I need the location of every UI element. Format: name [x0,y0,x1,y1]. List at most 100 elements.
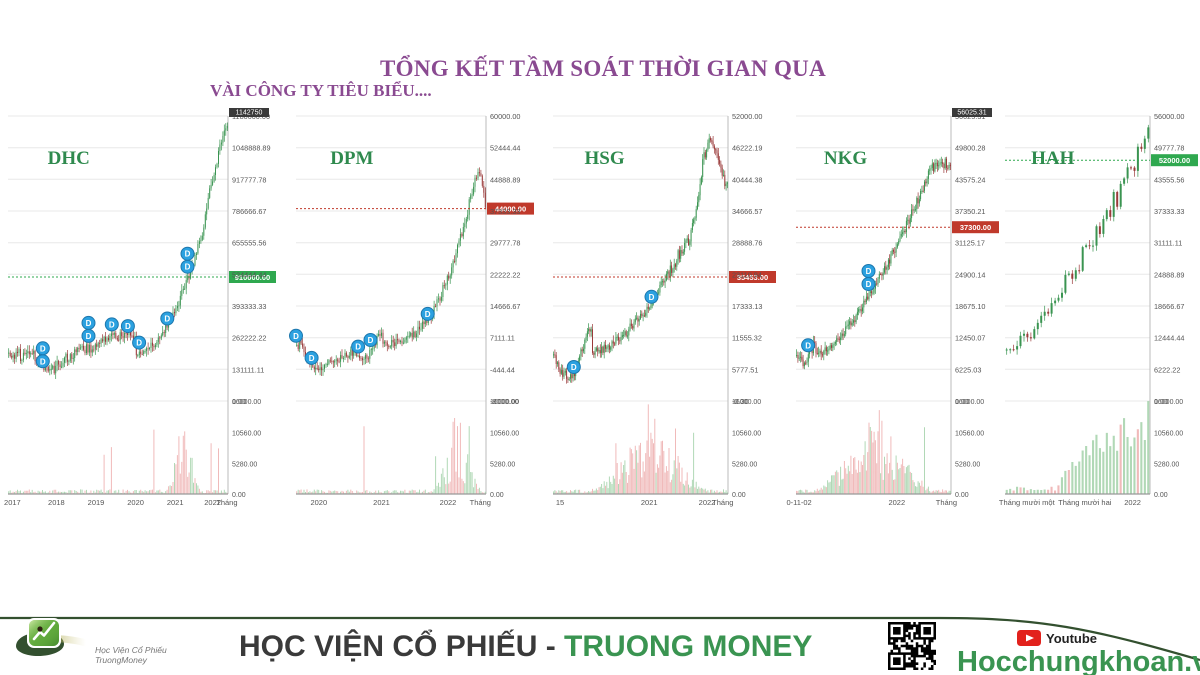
svg-text:5777.51: 5777.51 [732,365,758,374]
svg-text:10560.00: 10560.00 [732,431,761,438]
svg-text:2020: 2020 [127,498,144,507]
svg-text:2021: 2021 [641,498,658,507]
svg-text:2017: 2017 [4,498,21,507]
svg-text:Tháng: Tháng [470,498,491,507]
svg-text:6225.03: 6225.03 [955,365,981,374]
svg-text:D: D [164,315,170,324]
svg-text:5280.00: 5280.00 [490,461,515,468]
svg-text:D: D [805,341,811,350]
svg-text:37333.33: 37333.33 [1154,207,1184,216]
svg-text:D: D [571,363,577,372]
svg-text:HSG: HSG [585,148,625,169]
svg-text:2022: 2022 [1124,498,1141,507]
svg-text:262222.22: 262222.22 [232,334,267,343]
svg-text:16000.00: 16000.00 [232,399,261,406]
svg-text:D: D [293,332,299,341]
svg-text:5280.00: 5280.00 [732,461,757,468]
svg-text:2022: 2022 [888,498,905,507]
svg-text:D: D [309,354,315,363]
svg-text:46222.19: 46222.19 [732,144,762,153]
svg-text:29777.78: 29777.78 [490,239,520,248]
svg-text:16000.00: 16000.00 [955,399,984,406]
svg-text:10560.00: 10560.00 [955,431,984,438]
svg-text:5280.00: 5280.00 [1154,461,1179,468]
svg-text:49800.28: 49800.28 [955,144,985,153]
svg-text:524444.44: 524444.44 [232,270,267,279]
svg-text:5280.00: 5280.00 [955,461,980,468]
svg-text:7111.11: 7111.11 [490,334,515,343]
svg-text:D: D [425,310,431,319]
svg-text:12450.07: 12450.07 [955,334,985,343]
svg-text:34666.57: 34666.57 [732,207,762,216]
svg-text:56025.31: 56025.31 [957,110,986,117]
svg-text:0-11-02: 0-11-02 [786,498,811,507]
svg-text:16000.00: 16000.00 [490,399,519,406]
svg-text:2018: 2018 [48,498,65,507]
svg-text:D: D [125,322,131,331]
svg-text:0.00: 0.00 [490,492,504,499]
svg-text:786666.67: 786666.67 [232,207,267,216]
svg-text:18675.10: 18675.10 [955,302,985,311]
svg-text:131111.11: 131111.11 [232,365,264,374]
svg-text:D: D [866,280,872,289]
svg-text:17333.13: 17333.13 [732,302,762,311]
svg-text:18666.67: 18666.67 [1154,302,1184,311]
svg-text:10560.00: 10560.00 [232,431,261,438]
svg-text:31125.17: 31125.17 [955,239,985,248]
svg-text:52444.44: 52444.44 [490,144,520,153]
svg-text:DPM: DPM [330,148,373,169]
svg-text:31111.11: 31111.11 [1154,239,1182,248]
svg-text:D: D [40,344,46,353]
svg-text:Tháng: Tháng [216,498,237,507]
svg-text:2019: 2019 [88,498,105,507]
svg-text:24900.14: 24900.14 [955,270,985,279]
svg-text:5280.00: 5280.00 [232,461,257,468]
svg-text:D: D [109,320,115,329]
svg-text:D: D [86,319,92,328]
svg-text:40444.38: 40444.38 [732,175,762,184]
svg-text:D: D [368,336,374,345]
svg-text:56000.00: 56000.00 [1154,112,1184,121]
svg-text:2021: 2021 [373,498,390,507]
svg-text:1048888.89: 1048888.89 [232,144,271,153]
svg-text:37350.21: 37350.21 [955,207,985,216]
svg-text:D: D [136,339,142,348]
svg-text:0.00: 0.00 [1154,492,1168,499]
svg-text:49777.78: 49777.78 [1154,144,1184,153]
svg-text:16000.00: 16000.00 [1154,399,1183,406]
svg-text:655555.56: 655555.56 [232,239,267,248]
svg-text:D: D [40,357,46,366]
svg-text:52000.00: 52000.00 [732,112,762,121]
svg-text:DHC: DHC [48,148,90,169]
svg-text:14666.67: 14666.67 [490,302,520,311]
svg-text:52000.00: 52000.00 [1159,156,1190,165]
svg-text:NKG: NKG [824,148,868,169]
svg-text:44888.89: 44888.89 [490,175,520,184]
svg-text:Tháng mười hai: Tháng mười hai [1058,498,1112,507]
svg-text:D: D [185,250,191,259]
svg-text:0.00: 0.00 [732,492,746,499]
svg-text:Tháng: Tháng [712,498,733,507]
svg-text:2022: 2022 [440,498,457,507]
svg-text:24888.89: 24888.89 [1154,270,1184,279]
svg-text:6222.22: 6222.22 [1154,365,1180,374]
svg-text:D: D [866,267,872,276]
svg-text:D: D [86,332,92,341]
svg-text:917777.78: 917777.78 [232,175,267,184]
svg-text:D: D [649,293,655,302]
svg-text:15: 15 [556,498,564,507]
svg-text:Tháng: Tháng [936,498,957,507]
svg-text:2020: 2020 [310,498,327,507]
svg-text:60000.00: 60000.00 [490,112,520,121]
svg-text:11555.32: 11555.32 [732,334,762,343]
svg-text:28888.76: 28888.76 [732,239,762,248]
svg-text:D: D [185,263,191,272]
svg-text:37300.00: 37300.00 [960,223,991,232]
svg-text:16000.00: 16000.00 [732,399,761,406]
svg-text:393333.33: 393333.33 [232,302,267,311]
svg-text:1142750: 1142750 [236,110,263,117]
svg-text:0.00: 0.00 [955,492,969,499]
svg-text:22222.22: 22222.22 [490,270,520,279]
svg-text:10560.00: 10560.00 [1154,431,1183,438]
svg-text:37333.33: 37333.33 [490,207,520,216]
